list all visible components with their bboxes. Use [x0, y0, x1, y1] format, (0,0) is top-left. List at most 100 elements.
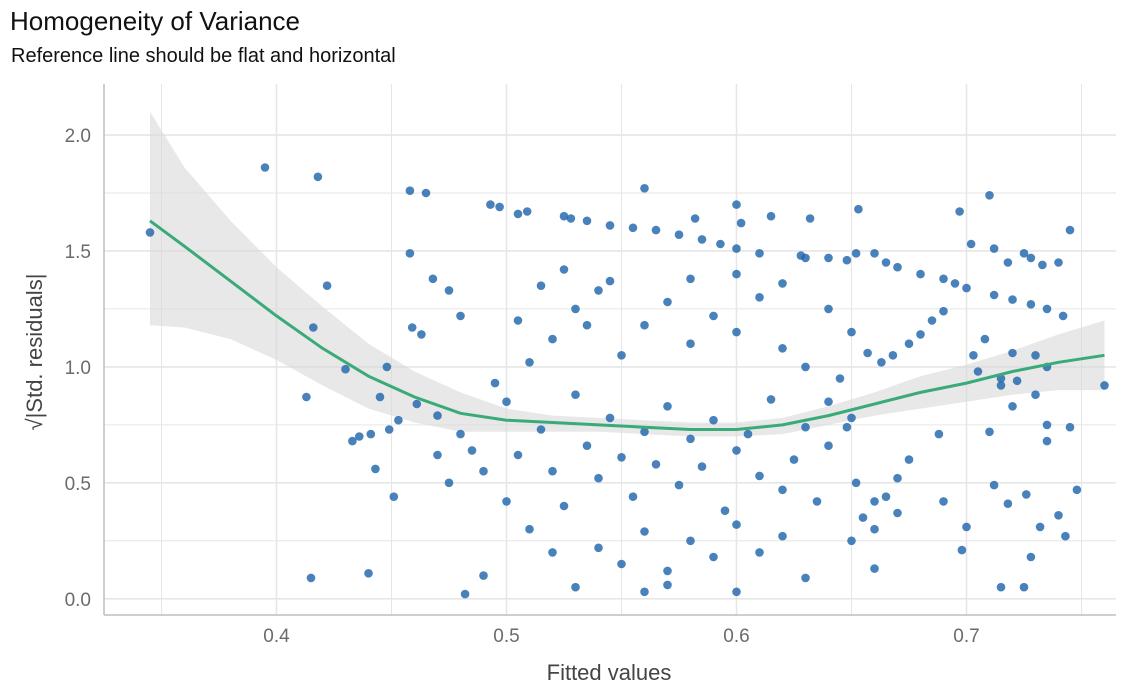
- data-point: [1012, 376, 1022, 386]
- y-tick-label: 1.0: [65, 358, 91, 379]
- data-point: [801, 253, 810, 263]
- data-point: [536, 425, 546, 434]
- data-point: [732, 200, 741, 209]
- data-point: [640, 527, 649, 536]
- confidence-ribbon-layer: [150, 111, 1105, 437]
- data-point: [1065, 225, 1075, 235]
- x-tick-label: 0.7: [953, 626, 979, 647]
- data-point: [456, 311, 465, 321]
- data-point: [778, 344, 787, 353]
- data-point: [479, 571, 488, 580]
- data-point: [824, 441, 833, 451]
- x-axis-ticks: 0.4 0.5 0.6 0.7: [263, 626, 979, 647]
- data-point: [697, 462, 707, 471]
- data-point: [640, 427, 649, 437]
- data-point: [405, 249, 415, 258]
- data-point: [495, 202, 504, 212]
- y-tick-label: 1.5: [65, 242, 91, 263]
- data-point: [1042, 304, 1052, 314]
- data-point: [364, 569, 373, 578]
- data-point: [341, 364, 350, 374]
- data-point: [916, 269, 925, 279]
- data-point: [525, 524, 534, 534]
- data-point: [985, 191, 994, 200]
- x-tick-label: 0.5: [493, 626, 519, 647]
- data-point: [1003, 499, 1013, 509]
- data-point: [881, 258, 891, 267]
- data-point: [842, 255, 852, 265]
- data-point: [566, 214, 576, 223]
- data-point: [957, 545, 967, 555]
- data-point: [1003, 258, 1013, 267]
- data-point: [686, 434, 695, 444]
- chart-title: Homogeneity of Variance: [10, 6, 301, 36]
- data-point: [966, 239, 976, 249]
- data-point: [716, 239, 725, 249]
- data-point: [479, 466, 488, 476]
- x-tick-label: 0.4: [263, 626, 290, 647]
- data-point: [663, 580, 672, 590]
- data-point: [835, 374, 845, 383]
- data-point: [548, 466, 557, 476]
- data-point: [736, 218, 746, 228]
- data-point: [571, 304, 580, 314]
- data-point: [366, 429, 376, 439]
- y-tick-label: 0.0: [65, 590, 91, 611]
- data-point: [522, 207, 532, 216]
- data-point: [805, 214, 815, 223]
- data-point: [145, 228, 155, 237]
- data-point: [973, 367, 983, 376]
- data-point: [851, 478, 861, 488]
- data-point: [407, 323, 417, 332]
- data-point: [709, 311, 718, 321]
- data-point: [916, 330, 925, 339]
- data-point: [709, 552, 718, 562]
- data-point: [720, 506, 730, 515]
- data-point: [847, 413, 856, 423]
- data-point: [651, 225, 661, 235]
- data-point: [559, 211, 569, 221]
- data-point: [1072, 485, 1082, 495]
- data-point: [934, 429, 944, 439]
- data-point: [1026, 253, 1036, 263]
- y-axis-title-group: √|Std. residuals|: [22, 274, 47, 431]
- data-point: [893, 508, 902, 518]
- data-point: [732, 269, 741, 279]
- data-point: [1065, 422, 1075, 432]
- data-point: [904, 339, 914, 349]
- data-point: [939, 274, 948, 284]
- data-point: [467, 446, 477, 455]
- data-point: [732, 587, 741, 597]
- data-point: [989, 290, 999, 300]
- data-point: [663, 297, 672, 307]
- data-point: [348, 436, 357, 446]
- data-point: [313, 172, 323, 182]
- data-point: [842, 422, 852, 432]
- data-point: [640, 587, 649, 597]
- data-point: [709, 415, 718, 425]
- data-point: [962, 283, 971, 293]
- data-point: [502, 497, 511, 506]
- data-point: [412, 399, 422, 409]
- data-point: [801, 422, 810, 432]
- data-point: [617, 453, 626, 462]
- data-point: [371, 464, 380, 474]
- data-point: [663, 402, 672, 411]
- data-point: [766, 395, 776, 404]
- data-point: [801, 362, 810, 372]
- data-point: [863, 348, 872, 358]
- data-point: [778, 485, 787, 495]
- data-point: [778, 531, 787, 541]
- data-point: [1026, 300, 1036, 309]
- data-point: [1019, 249, 1029, 258]
- data-point: [306, 573, 316, 583]
- data-point: [962, 522, 971, 532]
- data-point: [674, 480, 684, 490]
- data-point: [433, 411, 442, 420]
- data-point: [444, 286, 454, 295]
- data-point: [985, 427, 994, 437]
- data-point: [309, 323, 318, 332]
- data-point: [582, 441, 592, 451]
- data-point: [854, 204, 863, 214]
